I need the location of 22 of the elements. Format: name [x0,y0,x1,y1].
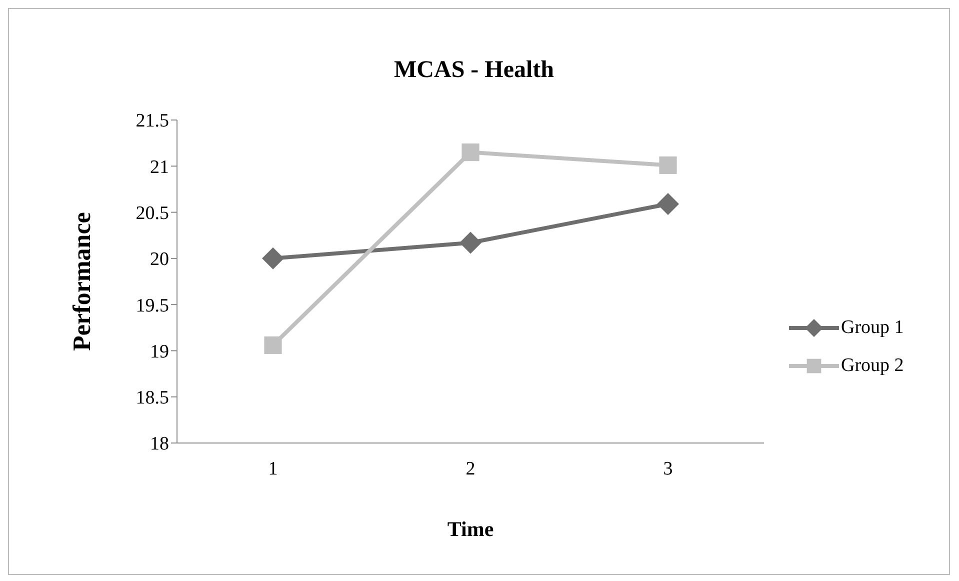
y-tick-label: 19 [150,341,169,362]
x-tick-label: 1 [268,458,278,480]
x-tick-label: 3 [663,458,673,480]
legend-label: Group 2 [841,355,904,377]
y-tick-label: 20 [150,249,169,270]
y-tick-label: 18.5 [136,388,169,409]
y-tick-label: 20.5 [136,203,169,224]
y-tick-label: 21 [150,156,169,178]
point [262,247,284,270]
point [657,192,679,215]
y-tick-label: 21.5 [136,110,169,132]
point [462,144,480,162]
chart-title: MCAS - Health [393,57,555,84]
point [264,336,282,354]
y-tick-label: 18 [150,434,169,455]
y-tick-label: 19.5 [136,295,169,316]
point [460,232,482,254]
x-tick-label: 2 [466,458,476,480]
y-axis-title: Performance [68,212,96,351]
point [659,156,677,174]
x-axis-title: Time [447,517,494,541]
legend-label: Group 1 [841,317,904,339]
